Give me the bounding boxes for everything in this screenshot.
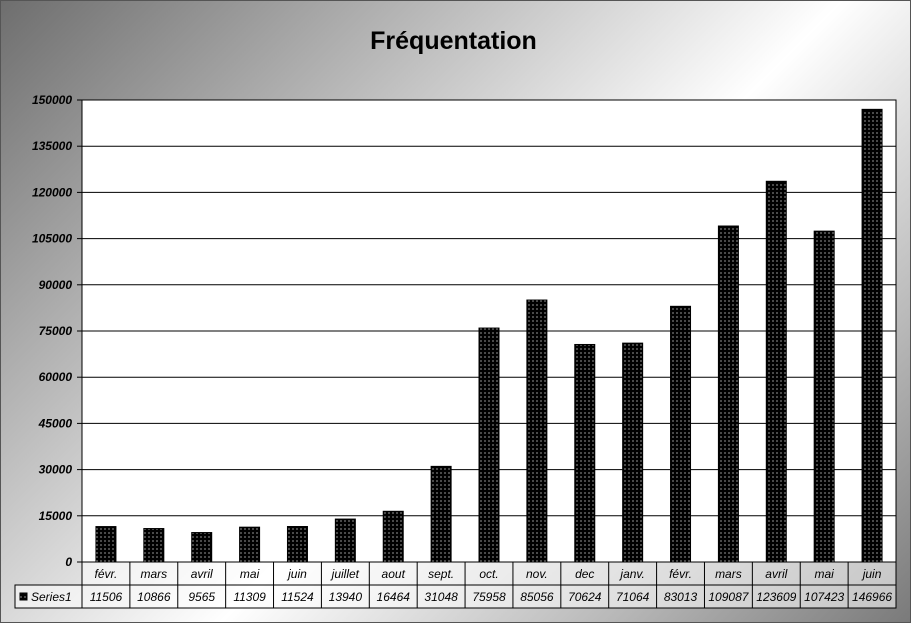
x-category-label: juillet bbox=[330, 567, 360, 581]
bar bbox=[334, 518, 356, 563]
x-category-label: mars bbox=[715, 567, 742, 581]
data-value-label: 11524 bbox=[281, 590, 314, 604]
x-category-label: dec bbox=[575, 567, 594, 581]
x-category-label: juin bbox=[861, 567, 882, 581]
data-value-label: 11309 bbox=[233, 590, 266, 604]
x-category-label: sept. bbox=[428, 567, 454, 581]
bar bbox=[382, 510, 404, 563]
x-category-label: mai bbox=[240, 567, 260, 581]
y-tick-label: 15000 bbox=[39, 509, 73, 523]
bar bbox=[765, 180, 787, 563]
y-tick-label: 75000 bbox=[39, 324, 73, 338]
legend-key bbox=[19, 592, 28, 601]
bar bbox=[670, 305, 692, 563]
x-category-label: mars bbox=[140, 567, 167, 581]
plot-area: 0 15000 30000 45000 60000 75000 90000 105000 120… bbox=[32, 93, 897, 569]
data-value-label: 146966 bbox=[852, 590, 892, 604]
y-tick-label: 105000 bbox=[32, 232, 72, 246]
x-category-label: nov. bbox=[526, 567, 548, 581]
y-tick-label: 120000 bbox=[32, 185, 72, 199]
y-tick-label: 135000 bbox=[32, 139, 72, 153]
data-value-label: 71064 bbox=[616, 590, 650, 604]
data-value-label: 13940 bbox=[329, 590, 363, 604]
data-value-label: 10866 bbox=[137, 590, 171, 604]
bar bbox=[813, 230, 835, 563]
data-value-label: 31048 bbox=[424, 590, 458, 604]
y-tick-label: 0 bbox=[65, 555, 72, 569]
data-value-label: 85056 bbox=[520, 590, 554, 604]
data-value-label: 70624 bbox=[568, 590, 602, 604]
bar bbox=[717, 225, 739, 563]
data-value-label: 83013 bbox=[664, 590, 698, 604]
legend-label: Series1 bbox=[31, 590, 72, 604]
y-tick-label: 60000 bbox=[39, 370, 73, 384]
bar bbox=[622, 342, 644, 563]
data-value-label: 109087 bbox=[708, 590, 749, 604]
data-value-label: 16464 bbox=[377, 590, 411, 604]
y-tick-label: 30000 bbox=[39, 463, 73, 477]
bar bbox=[286, 526, 308, 563]
data-value-label: 123609 bbox=[756, 590, 796, 604]
bar bbox=[478, 327, 500, 563]
x-category-label: oct. bbox=[479, 567, 498, 581]
table-value-row bbox=[14, 584, 897, 609]
data-value-label: 9565 bbox=[188, 590, 215, 604]
data-value-label: 11506 bbox=[90, 590, 123, 604]
bar bbox=[239, 526, 261, 563]
y-tick-label: 45000 bbox=[38, 416, 73, 430]
x-category-label: mai bbox=[815, 567, 835, 581]
bar bbox=[430, 465, 452, 563]
bar bbox=[95, 526, 117, 563]
y-tick-label: 150000 bbox=[32, 93, 72, 107]
x-category-label: févr. bbox=[669, 567, 692, 581]
bar bbox=[526, 299, 548, 563]
x-category-label: janv. bbox=[618, 567, 644, 581]
bar bbox=[574, 343, 596, 563]
x-category-label: avril bbox=[191, 567, 213, 581]
x-category-label: avril bbox=[765, 567, 787, 581]
data-value-label: 107423 bbox=[804, 590, 844, 604]
x-category-label: juin bbox=[286, 567, 307, 581]
bar bbox=[861, 108, 883, 563]
bar bbox=[191, 532, 213, 563]
data-value-label: 75958 bbox=[472, 590, 506, 604]
data-table: févr. 11506 mars 10866 avril 9565 mai 11309 juin… bbox=[14, 561, 897, 609]
bar bbox=[143, 528, 165, 563]
y-tick-label: 90000 bbox=[39, 278, 73, 292]
x-category-label: aout bbox=[382, 567, 406, 581]
x-category-label: févr. bbox=[94, 567, 117, 581]
chart-title: Fréquentation bbox=[370, 27, 537, 55]
